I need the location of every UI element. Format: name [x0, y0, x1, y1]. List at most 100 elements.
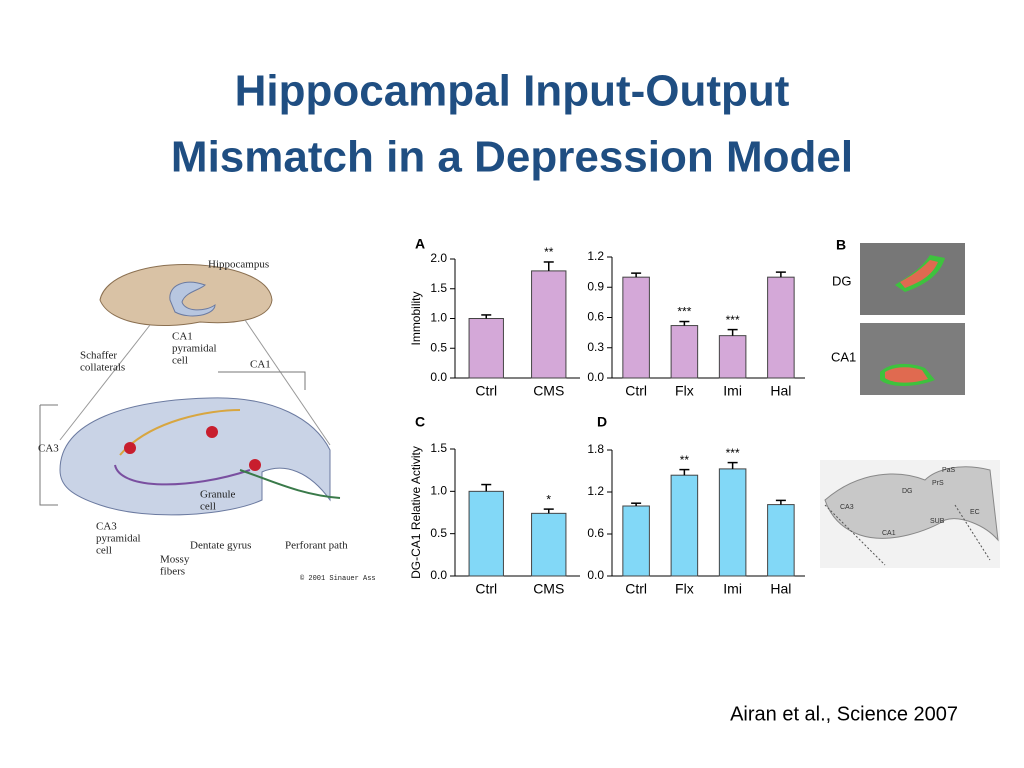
diagram-label: Mossy — [160, 554, 190, 566]
diagram-label: CA3 — [96, 521, 117, 533]
x-tick-label: Hal — [770, 581, 791, 597]
synapse — [124, 442, 136, 454]
y-axis-label: DG-CA1 Relative Activity — [409, 446, 423, 579]
y-tick-label: 0.5 — [430, 526, 447, 540]
diagram-label: collaterals — [80, 362, 125, 374]
slice-label: SUB — [930, 518, 945, 525]
diagram-label: Schaffer — [80, 350, 117, 362]
diagram-label: cell — [200, 501, 216, 513]
imaging-panels — [820, 243, 1000, 568]
y-tick-label: 0.6 — [587, 526, 604, 540]
hippocampus-in-brain — [169, 281, 216, 317]
y-tick-label: 0.9 — [587, 279, 604, 293]
synapse — [249, 459, 261, 471]
y-tick-label: 0.0 — [430, 370, 447, 384]
ca1-bracket — [218, 371, 306, 390]
x-tick-label: Ctrl — [625, 383, 647, 399]
y-tick-label: 1.0 — [430, 484, 447, 498]
significance: *** — [726, 313, 740, 327]
diagram-label: cell — [96, 545, 112, 557]
bar — [718, 468, 747, 577]
title-line: Mismatch in a Depression Model — [171, 133, 853, 182]
slice-label: DG — [902, 488, 913, 495]
diagram-label: fibers — [160, 566, 185, 578]
y-tick-label: 0.6 — [587, 310, 604, 324]
y-tick-label: 0.5 — [430, 340, 447, 354]
significance: *** — [726, 446, 740, 460]
slice-outline — [824, 466, 999, 542]
bar — [531, 270, 567, 379]
slice-label: EC — [970, 509, 980, 516]
y-axis-label: Immobility — [409, 291, 423, 345]
slice-label: PaS — [942, 467, 956, 474]
bar — [468, 318, 504, 379]
y-tick-label: 1.8 — [587, 442, 604, 456]
bar — [718, 335, 747, 379]
diagram-label: CA1 — [250, 359, 271, 371]
diagram-label: pyramidal — [96, 533, 141, 545]
mossy-path — [114, 464, 251, 486]
image-label: CA1 — [831, 349, 856, 364]
bar — [670, 474, 699, 577]
slice-label: CA3 — [840, 504, 854, 511]
x-tick-label: Imi — [723, 383, 742, 399]
bar — [622, 276, 650, 379]
bar — [767, 504, 795, 577]
x-tick-label: CMS — [533, 581, 564, 597]
hippocampus-diagram — [39, 264, 341, 516]
x-tick-label: Hal — [770, 383, 791, 399]
guide-line — [59, 324, 151, 441]
y-tick-label: 1.2 — [587, 249, 604, 263]
y-tick-label: 0.0 — [587, 370, 604, 384]
x-tick-label: Ctrl — [475, 383, 497, 399]
bar — [468, 490, 504, 577]
diagram-label: pyramidal — [172, 343, 217, 355]
significance: ** — [680, 453, 690, 467]
y-tick-label: 0.0 — [430, 568, 447, 582]
panel-letter: B — [836, 237, 846, 253]
hippocampus-section — [59, 397, 331, 516]
title-line: Hippocampal Input-Output — [235, 67, 790, 116]
panel-letter: D — [597, 414, 607, 430]
diagram-label: CA1 — [172, 331, 193, 343]
ca3-bracket — [39, 404, 58, 506]
y-tick-label: 0.0 — [587, 568, 604, 582]
diagram-label: cell — [172, 355, 188, 367]
diagram-label: Perforant path — [285, 540, 348, 552]
y-tick-label: 1.5 — [430, 281, 447, 295]
y-tick-label: 0.3 — [587, 340, 604, 354]
significance: * — [546, 492, 551, 506]
citation: Airan et al., Science 2007 — [730, 703, 958, 725]
synapse — [206, 426, 218, 438]
image-label: DG — [832, 273, 852, 288]
bar — [767, 276, 795, 379]
x-tick-label: CMS — [533, 383, 564, 399]
panel-letter: A — [415, 236, 425, 252]
diagram-label: Granule — [200, 489, 236, 501]
bar — [531, 512, 567, 577]
y-tick-label: 1.5 — [430, 441, 447, 455]
x-tick-label: Flx — [675, 581, 694, 597]
x-tick-label: Imi — [723, 581, 742, 597]
slice-guide — [954, 504, 991, 561]
x-tick-label: Ctrl — [475, 581, 497, 597]
significance: *** — [677, 305, 691, 319]
diagram-label: Dentate gyrus — [190, 540, 251, 552]
slice-label: CA1 — [882, 530, 896, 537]
diagram-label: CA3 — [38, 443, 59, 455]
y-tick-label: 1.0 — [430, 311, 447, 325]
perforant-path — [239, 469, 341, 499]
guide-line — [244, 319, 331, 446]
slice-label: PrS — [932, 480, 944, 487]
activity-overlay — [900, 260, 938, 288]
panel-letter: C — [415, 414, 425, 430]
diagram-label: Hippocampus — [208, 259, 269, 271]
y-tick-label: 1.2 — [587, 484, 604, 498]
activity-overlay — [885, 367, 928, 383]
x-tick-label: Ctrl — [625, 581, 647, 597]
x-tick-label: Flx — [675, 383, 694, 399]
y-tick-label: 2.0 — [430, 251, 447, 265]
